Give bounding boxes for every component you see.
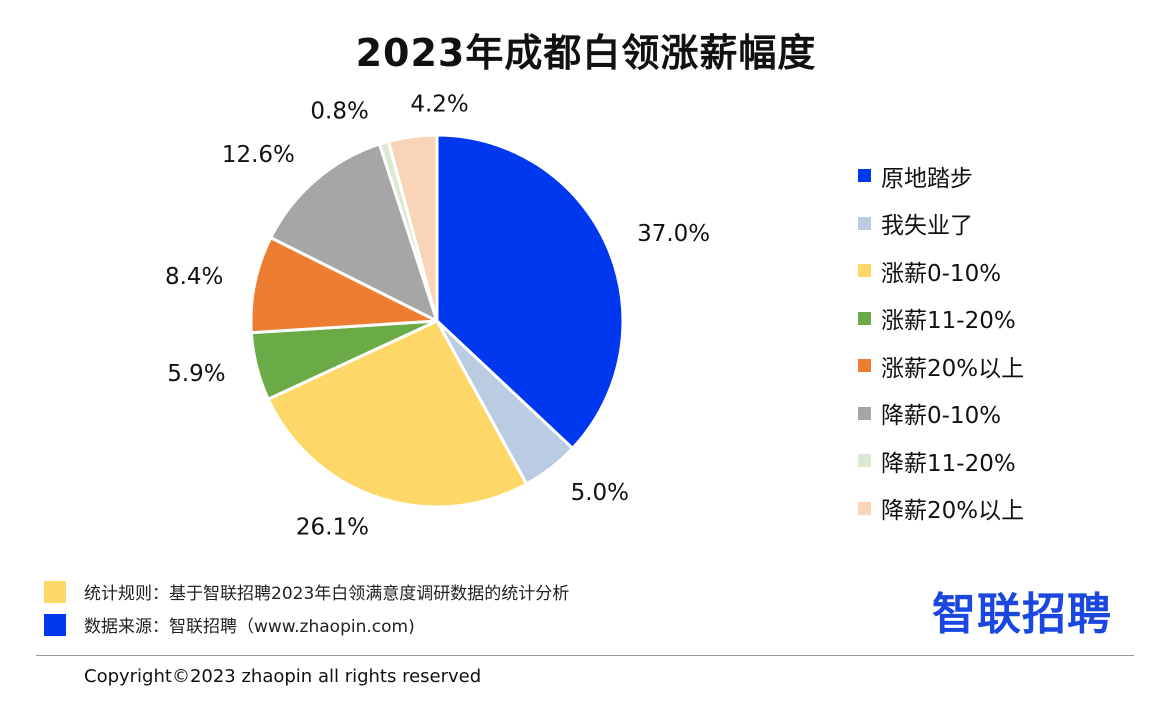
legend-item-4: 涨薪20%以上 — [858, 342, 1024, 390]
pie-chart: 37.0% 5.0% 26.1% 5.9% 8.4% 12.6% 0.8% 4.2% — [165, 91, 710, 540]
chart-title: 2023年成都白领涨薪幅度 — [355, 31, 817, 75]
legend-swatch-2 — [858, 264, 871, 278]
legend-label-7: 降薪20%以上 — [881, 498, 1025, 525]
legend-item-0: 原地踏步 — [858, 152, 1024, 200]
pie-value-label-0: 37.0% — [637, 221, 710, 247]
legend-item-2: 涨薪0-10% — [858, 247, 1024, 295]
copyright-text: Copyright©2023 zhaopin all rights reserv… — [84, 666, 482, 687]
legend-label-3: 涨薪11-20% — [881, 308, 1016, 335]
pie-value-label-7: 4.2% — [410, 91, 468, 117]
pie-value-label-5: 12.6% — [222, 142, 295, 168]
note-row-source: 数据来源：智联招聘（www.zhaopin.com) — [44, 608, 569, 641]
pie-value-label-1: 5.0% — [571, 480, 629, 506]
legend-label-2: 涨薪0-10% — [881, 260, 1002, 287]
pie-slices — [249, 133, 625, 509]
pie-value-label-4: 8.4% — [165, 264, 223, 290]
legend-item-7: 降薪20%以上 — [858, 485, 1024, 533]
note-text-rule: 统计规则：基于智联招聘2023年白领满意度调研数据的统计分析 — [84, 584, 570, 604]
chart-legend: 原地踏步我失业了涨薪0-10% 涨薪11-20% 涨薪20%以上 降薪0-10% 降薪1… — [858, 152, 1024, 532]
legend-label-1: 我失业了 — [881, 213, 973, 240]
note-swatch-source — [44, 613, 66, 636]
footer-divider — [36, 655, 1134, 656]
legend-swatch-6 — [858, 454, 871, 468]
legend-item-6: 降薪11-20% — [858, 437, 1024, 485]
pie-slice-7 — [386, 133, 439, 323]
note-text-source: 数据来源：智联招聘（www.zhaopin.com) — [84, 617, 415, 637]
pie-value-label-3: 5.9% — [167, 361, 225, 387]
note-swatch-rule — [44, 580, 66, 603]
pie-slice-5 — [269, 142, 439, 323]
legend-label-6: 降薪11-20% — [881, 450, 1016, 477]
legend-item-3: 涨薪11-20% — [858, 295, 1024, 343]
legend-swatch-5 — [858, 406, 871, 420]
zhaopin-logo: 智联招聘 — [932, 589, 1112, 640]
legend-label-0: 原地踏步 — [881, 165, 973, 192]
legend-item-5: 降薪0-10% — [858, 390, 1024, 438]
pie-value-labels: 37.0% 5.0% 26.1% 5.9% 8.4% 12.6% 0.8% 4.2% — [165, 91, 710, 540]
legend-item-1: 我失业了 — [858, 200, 1024, 248]
legend-swatch-1 — [858, 216, 871, 230]
notes-section: 统计规则：基于智联招聘2023年白领满意度调研数据的统计分析 数据来源：智联招聘… — [44, 575, 569, 641]
legend-label-5: 降薪0-10% — [881, 403, 1002, 430]
legend-label-4: 涨薪20%以上 — [881, 355, 1025, 382]
legend-swatch-7 — [858, 501, 871, 515]
legend-swatch-0 — [858, 169, 871, 183]
pie-slice-0 — [435, 133, 625, 450]
legend-swatch-4 — [858, 359, 871, 373]
pie-value-label-6: 0.8% — [310, 99, 368, 125]
pie-slice-4 — [249, 236, 439, 335]
pie-value-label-2: 26.1% — [296, 515, 369, 541]
legend-swatch-3 — [858, 311, 871, 325]
note-row-rule: 统计规则：基于智联招聘2023年白领满意度调研数据的统计分析 — [44, 575, 569, 608]
pie-slice-2 — [266, 319, 529, 509]
